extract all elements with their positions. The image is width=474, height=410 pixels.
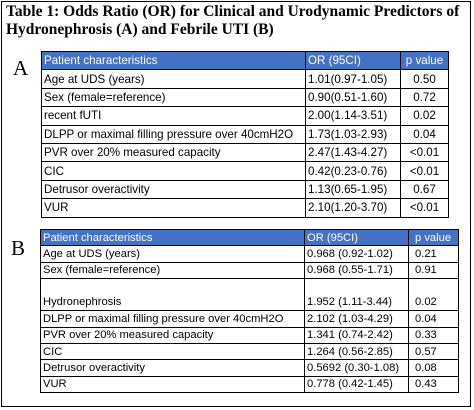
or-cell: 1.264 (0.56-2.85)	[304, 342, 409, 361]
table-row: CIC 1.264 (0.56-2.85) 0.57	[40, 342, 459, 361]
characteristic-cell: DLPP or maximal filling pressure over 40…	[41, 124, 306, 144]
characteristic-cell: Sex (female=reference)	[41, 87, 306, 108]
table-row: PVR over 20% measured capacity 1.341 (0.7…	[40, 326, 459, 344]
column-header: p value	[408, 228, 459, 247]
characteristic-cell: VUR	[41, 198, 306, 218]
table-row: PVR over 20% measured capacity 2.47(1.43-…	[41, 142, 449, 163]
or-cell: 2.102 (1.03-4.29)	[304, 310, 409, 328]
p-value-cell: 0.91	[408, 261, 459, 280]
p-value-cell: 0.57	[408, 342, 459, 361]
table-row: CIC 0.42(0.23-0.76) <0.01	[41, 161, 449, 181]
column-header: OR (95CI)	[304, 228, 409, 247]
or-cell: 1.73(1.03-2.93)	[305, 124, 401, 144]
p-value-cell: 0.50	[400, 69, 449, 89]
table-row: Detrusor overactivity 0.5692 (0.30-1.08) 0…	[40, 359, 459, 377]
panel-a-label: A	[13, 56, 29, 80]
column-header: Patient characteristics	[41, 50, 306, 71]
or-cell: 0.42(0.23-0.76)	[305, 161, 401, 181]
p-value-cell: 0.72	[400, 87, 449, 108]
table-a: Patient characteristics OR (95CI) p valu…	[41, 50, 449, 218]
or-cell: 1.01(0.97-1.05)	[305, 69, 401, 89]
table-row: Sex (female=reference) 0.968 (0.55-1.71) 0…	[40, 261, 459, 280]
table-row: Age at UDS (years) 0.968 (0.92-1.02) 0.21	[40, 245, 459, 263]
title-line-2: Hydronephrosis (A) and Febrile UTI (B)	[6, 21, 274, 38]
characteristic-cell: PVR over 20% measured capacity	[41, 142, 306, 163]
table-row: Hydronephrosis 1.952 (1.11-3.44) 0.02	[40, 278, 459, 312]
table-b: Patient characteristics OR (95CI) p valu…	[40, 228, 459, 394]
table-row: Sex (female=reference) 0.90(0.51-1.60) 0.7…	[41, 87, 449, 108]
p-value-cell: 0.43	[408, 375, 459, 394]
table-row: Detrusor overactivity 1.13(0.65-1.95) 0.67	[41, 179, 449, 200]
or-cell: 2.47(1.43-4.27)	[305, 142, 401, 163]
characteristic-cell: Age at UDS (years)	[41, 69, 306, 89]
characteristic-cell: Age at UDS (years)	[40, 245, 305, 263]
or-cell: 2.10(1.20-3.70)	[305, 198, 401, 218]
p-value-cell: <0.01	[400, 161, 449, 181]
table-row: VUR 2.10(1.20-3.70) <0.01	[41, 198, 449, 218]
or-cell: 1.952 (1.11-3.44)	[304, 278, 409, 312]
or-cell: 0.778 (0.42-1.45)	[304, 375, 409, 394]
p-value-cell: 0.02	[408, 278, 459, 312]
p-value-cell: 0.67	[400, 179, 449, 200]
table-row: DLPP or maximal filling pressure over 40…	[41, 124, 449, 144]
column-header: OR (95CI)	[305, 50, 401, 71]
or-cell: 1.341 (0.74-2.42)	[304, 326, 409, 344]
table-row: DLPP or maximal filling pressure over 40…	[40, 310, 459, 328]
characteristic-cell: DLPP or maximal filling pressure over 40…	[40, 310, 305, 328]
characteristic-cell: Sex (female=reference)	[40, 261, 305, 280]
p-value-cell: <0.01	[400, 142, 449, 163]
characteristic-cell: Detrusor overactivity	[41, 179, 306, 200]
p-value-cell: 0.21	[408, 245, 459, 263]
characteristic-cell: PVR over 20% measured capacity	[40, 326, 305, 344]
characteristic-cell: Hydronephrosis	[40, 278, 305, 312]
column-header: p value	[400, 50, 449, 71]
or-cell: 1.13(0.65-1.95)	[305, 179, 401, 200]
characteristic-cell: CIC	[40, 342, 305, 361]
p-value-cell: 0.04	[400, 124, 449, 144]
characteristic-cell: CIC	[41, 161, 306, 181]
characteristic-cell: recent fUTI	[41, 106, 306, 126]
characteristic-cell: VUR	[40, 375, 305, 394]
panel-b-label: B	[11, 236, 26, 260]
p-value-cell: 0.04	[408, 310, 459, 328]
column-header: Patient characteristics	[40, 228, 305, 247]
table-row: Age at UDS (years) 1.01(0.97-1.05) 0.50	[41, 69, 449, 89]
or-cell: 0.90(0.51-1.60)	[305, 87, 401, 108]
p-value-cell: 0.33	[408, 326, 459, 344]
table-a-header-row: Patient characteristics OR (95CI) p valu…	[41, 50, 449, 71]
p-value-cell: 0.02	[400, 106, 449, 126]
or-cell: 0.968 (0.92-1.02)	[304, 245, 409, 263]
table-b-header-row: Patient characteristics OR (95CI) p valu…	[40, 228, 459, 247]
or-cell: 2.00(1.14-3.51)	[305, 106, 401, 126]
title-line-1: Table 1: Odds Ratio (OR) for Clinical an…	[6, 3, 460, 20]
table-row: recent fUTI 2.00(1.14-3.51) 0.02	[41, 106, 449, 126]
p-value-cell: <0.01	[400, 198, 449, 218]
table-title: Table 1: Odds Ratio (OR) for Clinical an…	[6, 3, 468, 39]
or-cell: 0.5692 (0.30-1.08)	[304, 359, 409, 377]
table-row: VUR 0.778 (0.42-1.45) 0.43	[40, 375, 459, 394]
p-value-cell: 0.08	[408, 359, 459, 377]
characteristic-cell: Detrusor overactivity	[40, 359, 305, 377]
or-cell: 0.968 (0.55-1.71)	[304, 261, 409, 280]
